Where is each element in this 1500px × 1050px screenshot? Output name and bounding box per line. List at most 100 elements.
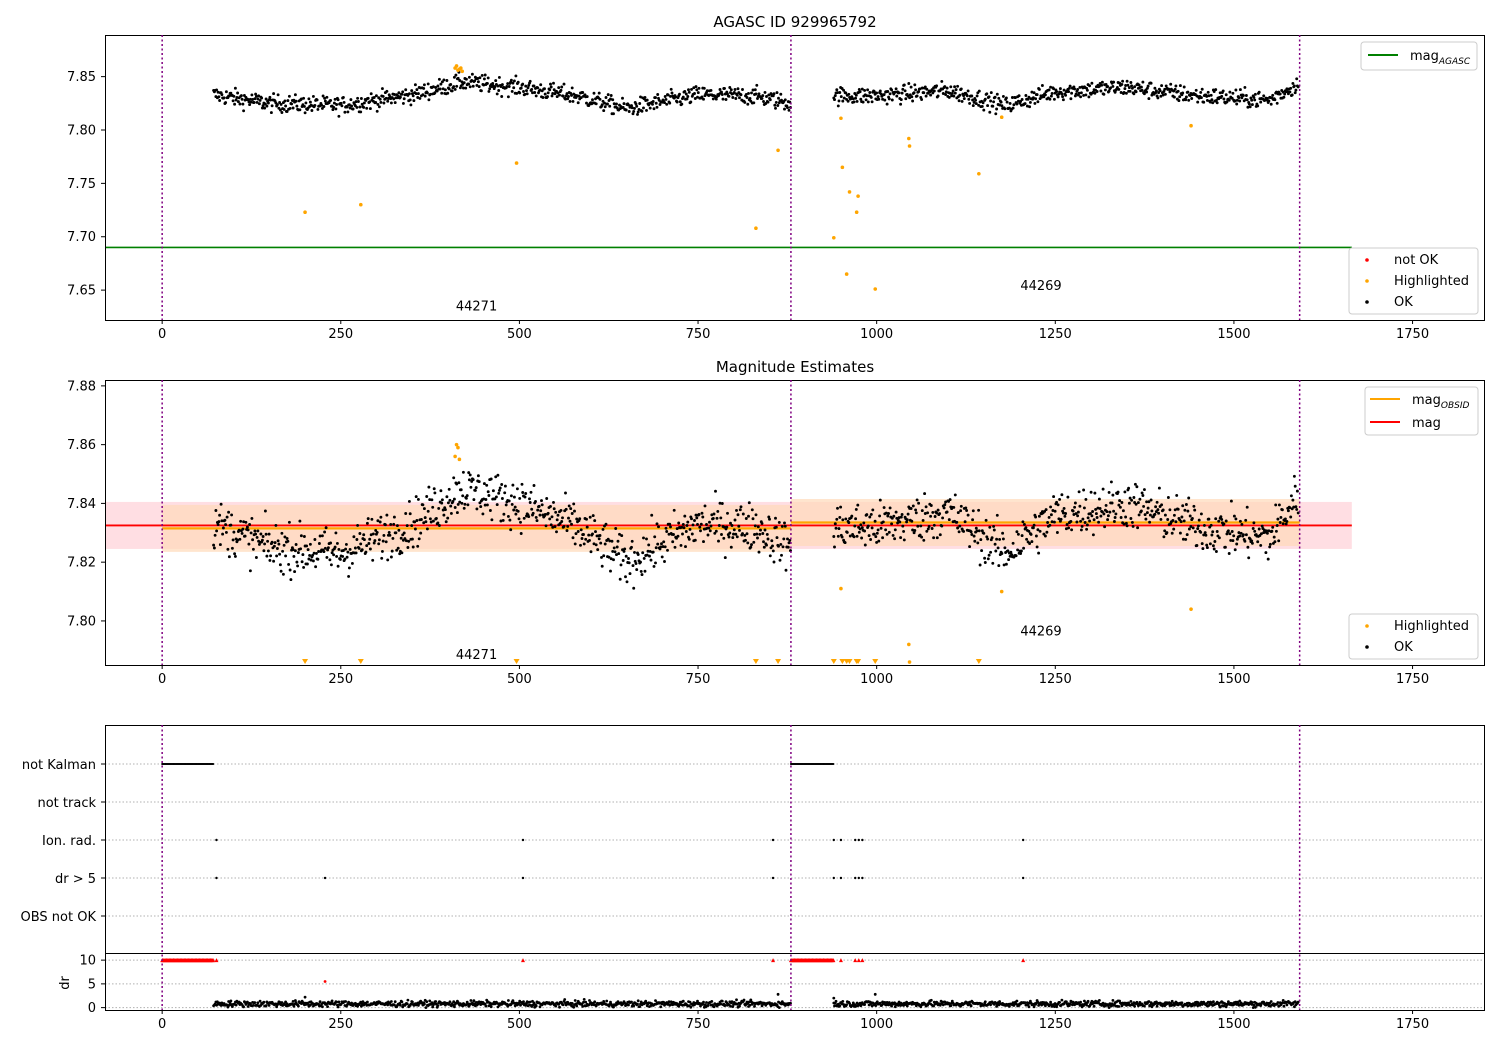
ok-point [642, 536, 645, 540]
ok-point [900, 513, 904, 516]
ok-point [1166, 518, 1170, 521]
ok-point [1154, 510, 1158, 514]
ok-point [1172, 95, 1176, 99]
ok-point [611, 549, 615, 553]
ok-point [470, 79, 474, 82]
ok-point [918, 533, 922, 537]
ok-point [293, 93, 297, 97]
ok-point [539, 509, 543, 513]
ok-point [1122, 522, 1126, 526]
ok-point [421, 93, 425, 97]
ok-point [686, 95, 690, 98]
ok-point [1072, 513, 1076, 516]
ok-point [675, 527, 679, 531]
dr-point [747, 1000, 751, 1004]
dr-point [841, 1000, 845, 1003]
ok-point [401, 90, 405, 94]
ok-point [1062, 506, 1066, 510]
ok-point [909, 507, 913, 510]
ok-point [1267, 99, 1271, 103]
ok-point [615, 553, 618, 557]
ok-point [882, 506, 886, 510]
ok-point [665, 102, 669, 106]
ok-point [501, 518, 505, 522]
ok-point [337, 114, 341, 118]
x-tick-label: 250 [328, 1017, 353, 1032]
ok-point [571, 99, 575, 103]
ok-point [859, 523, 863, 527]
ok-point [527, 515, 531, 519]
ok-point [1004, 562, 1008, 566]
ok-point [554, 510, 558, 514]
ok-point [914, 508, 918, 512]
ok-point [786, 106, 789, 110]
ok-point [1049, 505, 1053, 509]
ok-point [279, 102, 283, 106]
dr-point [1110, 1004, 1113, 1008]
dr-point [645, 1004, 649, 1008]
dr-point [1222, 1004, 1226, 1008]
dr-point [246, 1005, 250, 1008]
ok-point [1043, 93, 1047, 97]
ok-point [692, 86, 696, 90]
ok-point [1166, 496, 1170, 499]
ok-point [1158, 89, 1162, 93]
ok-point [248, 569, 252, 573]
legend-label: Highlighted [1394, 619, 1469, 634]
ok-point [899, 102, 903, 106]
ok-point [725, 525, 729, 529]
ok-point [456, 502, 460, 506]
ok-point [1174, 520, 1178, 524]
dr-point [360, 1004, 363, 1008]
highlighted-offscale-marker [752, 659, 759, 665]
ok-point [1028, 542, 1032, 545]
ok-point [323, 530, 327, 534]
ok-point [1017, 94, 1021, 98]
ok-point [232, 530, 236, 534]
dr-point [453, 1005, 456, 1009]
ok-point [415, 519, 419, 522]
ok-point [1184, 503, 1188, 506]
y-tick-label: 7.75 [67, 177, 96, 192]
dr-point [1068, 1002, 1072, 1006]
ok-point [260, 538, 264, 542]
ok-point [589, 550, 593, 554]
ok-point [393, 101, 397, 105]
ok-point [254, 94, 258, 98]
ok-point [751, 88, 755, 92]
ok-point [664, 97, 668, 101]
ok-point [521, 491, 525, 494]
legend-label: Highlighted [1394, 274, 1469, 289]
obsid-label: 44271 [456, 648, 497, 663]
ok-point [464, 77, 468, 81]
ok-point [676, 534, 680, 538]
ok-point [268, 558, 272, 562]
ok-point [778, 558, 782, 562]
ok-point [1112, 520, 1116, 523]
ok-point [1211, 101, 1215, 105]
ok-point [693, 97, 697, 100]
dr-point [941, 1003, 945, 1007]
ok-point [244, 520, 248, 524]
ok-point [1067, 86, 1071, 90]
dr-point [1027, 1005, 1031, 1009]
ok-point [342, 100, 346, 104]
dr-outlier-point [323, 980, 327, 983]
ok-point [1237, 531, 1241, 535]
ok-point [482, 77, 486, 81]
ok-point [1293, 91, 1297, 95]
ok-point [967, 97, 971, 101]
ok-point [506, 82, 510, 86]
ok-point [1085, 88, 1089, 92]
ok-point [1128, 496, 1132, 500]
ok-point [993, 542, 997, 546]
dr-point [336, 1005, 340, 1009]
ok-point [440, 91, 444, 95]
ok-point [408, 512, 412, 516]
ok-point [783, 107, 786, 111]
ok-point [1291, 498, 1295, 502]
ok-point [703, 504, 707, 508]
dr-point [430, 1001, 434, 1005]
panel1-axes: 0 250 500 750 1000 1250 1500 17507.657.707.757.… [67, 70, 1429, 342]
